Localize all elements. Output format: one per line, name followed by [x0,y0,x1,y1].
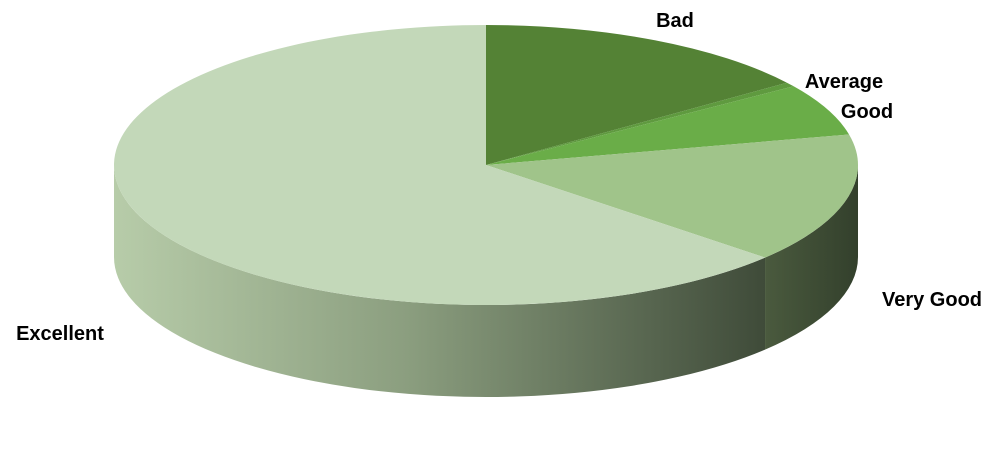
side-very-good [765,165,858,350]
slice-good [486,86,850,165]
slice-bad [486,25,787,165]
label-excellent: Excellent [16,323,104,345]
label-bad: Bad [656,10,694,32]
pie-side-wall [113,165,858,397]
side-excellent [113,165,766,397]
slice-average [486,82,794,165]
label-good: Good [841,101,893,123]
label-very-good: Very Good [882,289,982,311]
slice-labels: Bad Average Good Very Good Excellent [16,10,982,345]
label-average: Average [805,71,883,93]
slice-very-good [486,134,858,258]
slice-excellent [113,25,766,305]
pie-top-face [113,25,858,305]
